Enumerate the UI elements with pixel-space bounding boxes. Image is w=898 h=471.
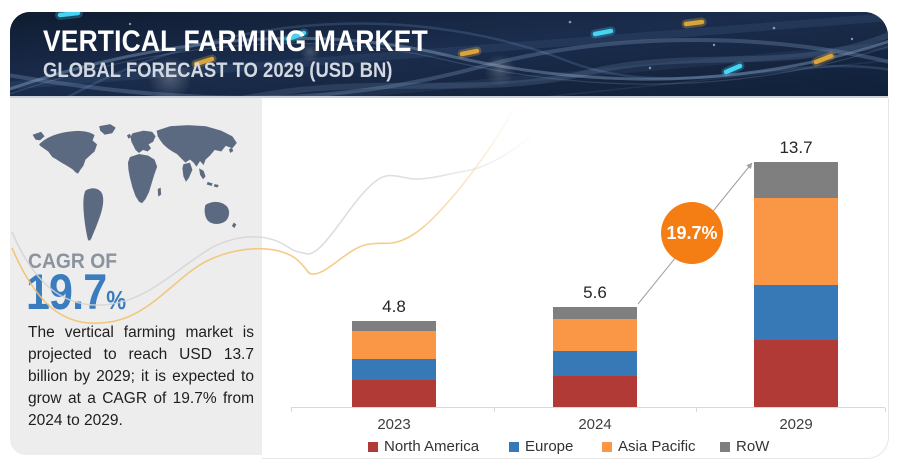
x-axis-line [291,407,885,408]
legend-swatch-icon [720,441,730,452]
page-title: VERTICAL FARMING MARKET [43,25,428,58]
bar-segment [553,375,637,407]
bar-stack-2024 [553,306,637,407]
chart-panel: 19.7% 4.8 2023 5.6 2024 13.7 2029 North Americ… [262,98,889,459]
bar-stack-2023 [352,321,436,407]
cagr-number: 19.7 [26,264,107,320]
legend-swatch-icon [602,441,612,452]
x-axis-tick [885,408,886,412]
bar-segment [352,380,436,407]
legend-swatch-icon [368,441,378,452]
market-summary-text: The vertical farming market is projected… [28,324,254,429]
legend-item-row: RoW [720,438,769,455]
header-banner: VERTICAL FARMING MARKET GLOBAL FORECAST … [10,12,888,96]
growth-badge-label: 19.7% [666,222,718,243]
world-map-icon [32,123,238,241]
bar-segment [754,285,838,340]
bar-segment [754,161,838,198]
legend-label: North America [384,438,480,455]
network-strands-graphic [10,12,888,96]
page-subtitle: GLOBAL FORECAST TO 2029 (USD BN) [43,59,393,82]
summary-sidebar: CAGR OF 19.7% The vertical farming marke… [10,98,262,455]
bar-segment [553,319,637,351]
x-axis-tick [696,408,697,412]
legend-item-europe: Europe [509,438,573,455]
legend-item-asia-pacific: Asia Pacific [602,438,696,455]
legend-item-north-america: North America [368,438,479,455]
legend-label: Europe [525,438,574,455]
bar-segment [754,339,838,407]
x-axis-tick [494,408,495,412]
bar-total-label: 13.7 [779,137,813,157]
cagr-value: 19.7% [26,263,126,321]
bar-segment [352,330,436,359]
bar-segment [553,350,637,376]
bar-segment [754,197,838,286]
growth-badge: 19.7% [661,202,723,264]
bar-stack-2029 [754,161,838,407]
bar-total-label: 5.6 [583,282,607,302]
category-label: 2029 [779,416,813,433]
category-label: 2024 [578,416,612,433]
legend-swatch-icon [509,441,519,452]
cagr-percent-sign: % [106,285,127,315]
legend-label: RoW [736,438,770,455]
bar-segment [553,306,637,320]
bar-total-label: 4.8 [382,297,406,317]
legend-label: Asia Pacific [618,438,696,455]
bar-segment [352,358,436,381]
header-divider [10,96,888,98]
x-axis-tick [291,408,292,412]
bar-segment [352,321,436,331]
category-label: 2023 [377,416,411,433]
